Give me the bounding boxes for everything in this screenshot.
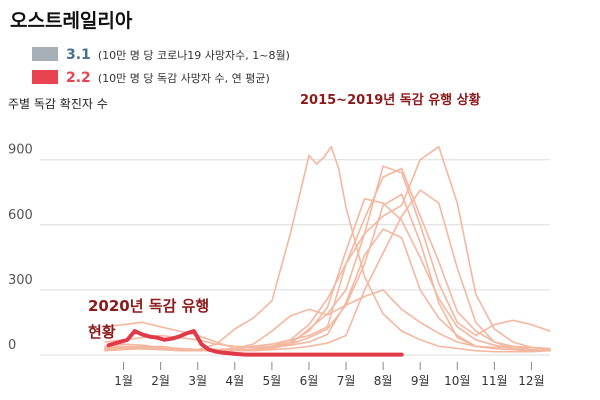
legend-value-flu: 2.2: [66, 70, 91, 86]
history-series-line-2: [104, 145, 551, 353]
legend-item-flu: 2.2 (10만 명 당 독감 사망자 수, 연 평균): [32, 68, 270, 86]
chart-title: 오스트레일리아: [10, 10, 133, 32]
y-tick-label: 0: [8, 338, 16, 353]
x-tick-labels: 1월 2월 3월 4월 5월 6월 7월 8월 9월 10월 11월 12월: [114, 362, 545, 388]
y-tick-label: 900: [8, 143, 33, 158]
legend-desc-covid: (10만 명 당 코로나19 사망자수, 1~8월): [97, 49, 290, 62]
x-tick-label: 5월: [263, 374, 282, 388]
x-tick-label: 11월: [481, 374, 507, 388]
x-tick-label: 2월: [151, 374, 170, 388]
legend-value-covid: 3.1: [66, 47, 91, 63]
x-tick-label: 4월: [225, 374, 244, 388]
legend-swatch-covid: [32, 47, 58, 61]
x-tick-label: 7월: [337, 374, 356, 388]
x-tick-label: 3월: [188, 374, 207, 388]
legend-swatch-flu: [32, 70, 58, 84]
x-tick-label: 12월: [518, 374, 544, 388]
series-2020-line: [106, 329, 404, 357]
current-series-group: [106, 329, 404, 357]
x-tick-label: 9월: [411, 374, 430, 388]
annotation-history: 2015~2019년 독감 유행 상황: [300, 92, 481, 108]
history-series-line-6: [104, 167, 551, 352]
legend-item-covid: 3.1 (10만 명 당 코로나19 사망자수, 1~8월): [32, 45, 290, 63]
annotation-2020-line1: 2020년 독감 유행: [88, 297, 209, 315]
legend-desc-flu: (10만 명 당 독감 사망자 수, 연 평균): [97, 72, 270, 85]
history-series-line-8: [104, 198, 551, 352]
history-series-line-9: [104, 145, 551, 352]
x-tick-label: 6월: [300, 374, 319, 388]
y-axis-label: 주별 독감 확진자 수: [8, 97, 108, 111]
x-tick-label: 8월: [374, 374, 393, 388]
history-series-line-5: [104, 165, 551, 351]
x-tick-label: 1월: [114, 374, 133, 388]
y-tick-label: 300: [8, 273, 33, 288]
history-series-group: [104, 145, 551, 353]
y-tick-label: 600: [8, 208, 33, 223]
annotation-2020-line2: 현황: [88, 323, 116, 341]
y-tick-labels: 0 300 600 900: [8, 143, 33, 353]
x-tick-label: 10월: [444, 374, 470, 388]
